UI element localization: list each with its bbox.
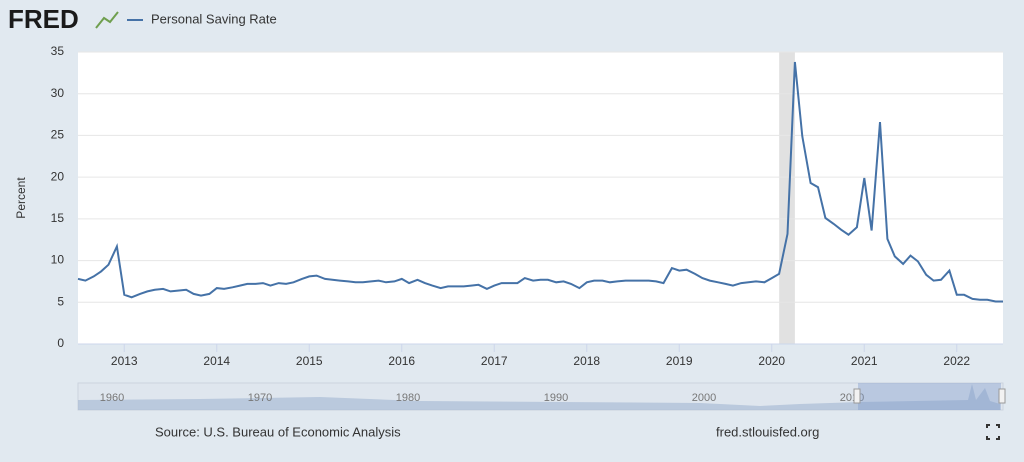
y-tick-label: 25 <box>51 128 65 142</box>
x-tick-label: 2015 <box>296 354 323 368</box>
x-tick-label: 2022 <box>943 354 970 368</box>
navigator-label: 1970 <box>248 392 272 404</box>
navigator-series <box>78 384 1000 410</box>
plot-area <box>78 52 1003 344</box>
x-tick-label: 2016 <box>388 354 415 368</box>
fullscreen-button[interactable] <box>986 424 1000 440</box>
x-tick-label: 2014 <box>203 354 230 368</box>
recession-shade <box>779 52 795 344</box>
x-tick-label: 2013 <box>111 354 138 368</box>
fred-logo[interactable]: FRED <box>8 4 79 34</box>
x-tick-label: 2020 <box>758 354 785 368</box>
x-tick-label: 2017 <box>481 354 508 368</box>
y-tick-label: 10 <box>51 253 65 267</box>
x-tick-label: 2021 <box>851 354 878 368</box>
navigator-handle[interactable] <box>998 388 1006 404</box>
y-tick-label: 35 <box>51 44 65 58</box>
y-tick-label: 0 <box>57 336 64 350</box>
y-axis-label: Percent <box>14 177 28 219</box>
navigator-label: 2000 <box>692 392 716 404</box>
navigator-label: 1960 <box>100 392 124 404</box>
x-tick-label: 2019 <box>666 354 693 368</box>
source: Source: U.S. Bureau of Economic Analysis <box>155 424 401 439</box>
y-tick-label: 30 <box>51 86 65 100</box>
x-tick-label: 2018 <box>573 354 600 368</box>
y-tick-label: 20 <box>51 169 65 183</box>
y-tick-label: 5 <box>57 294 64 308</box>
navigator-label: 1980 <box>396 392 420 404</box>
series-line <box>77 61 1003 303</box>
navigator-selection[interactable] <box>858 383 1001 410</box>
navigator-handle[interactable] <box>853 388 861 404</box>
site-link[interactable]: fred.stlouisfed.org <box>716 424 819 439</box>
legend-label: Personal Saving Rate <box>151 11 277 26</box>
y-tick-label: 15 <box>51 211 65 225</box>
navigator-label: 1990 <box>544 392 568 404</box>
logo-icon <box>95 11 119 29</box>
